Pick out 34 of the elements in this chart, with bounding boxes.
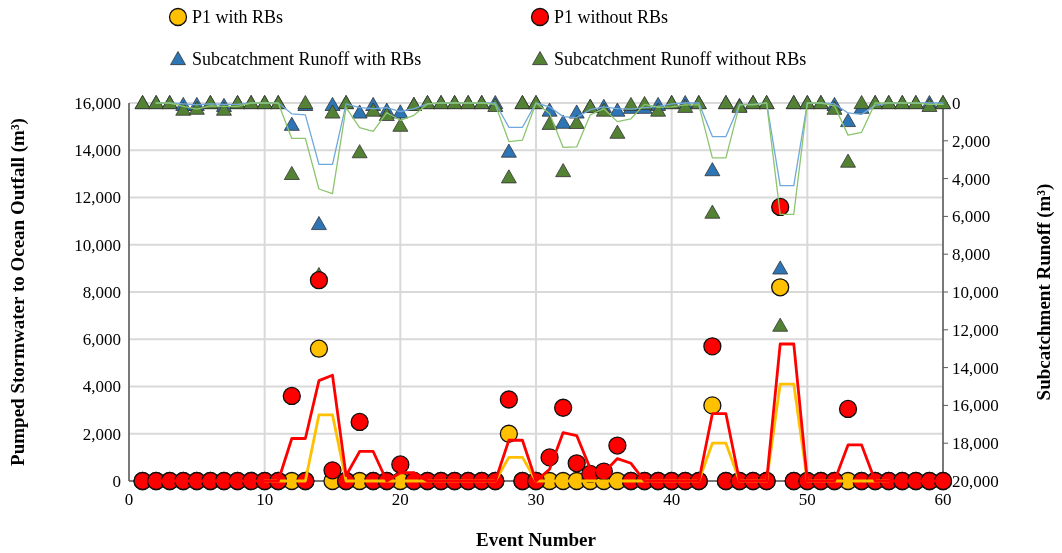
y2-tick-label: 6,000	[952, 207, 991, 227]
y2-tick-label: 2,000	[952, 131, 991, 151]
y-tick-label: 8,000	[82, 282, 121, 302]
legend-label: Subcatchment Runoff without RBs	[554, 49, 807, 70]
x-tick-label: 30	[527, 490, 545, 509]
x-axis-title: Event Number	[476, 529, 597, 550]
legend-label: Subcatchment Runoff with RBs	[192, 49, 422, 70]
legend-label: P1 without RBs	[554, 7, 669, 28]
y-tick-label: 6,000	[82, 330, 121, 350]
y2-tick-label: 4,000	[952, 169, 991, 189]
y2-tick-label: 14,000	[952, 358, 999, 378]
x-tick-label: 0	[124, 490, 134, 509]
y2-tick-label: 16,000	[952, 396, 999, 416]
y-tick-label: 2,000	[82, 424, 121, 444]
y-tick-label: 4,000	[82, 377, 121, 397]
y-tick-label: 0	[112, 471, 121, 491]
y2-tick-label: 12,000	[952, 320, 999, 340]
x-tick-label: 50	[798, 490, 816, 509]
y-axis-title: Pumped Stormwater to Ocean Outfall (m³)	[7, 118, 29, 466]
x-tick-label: 60	[934, 490, 952, 509]
y2-tick-label: 10,000	[952, 282, 999, 302]
y2-tick-label: 18,000	[952, 434, 999, 454]
y2-tick-label: 8,000	[952, 245, 991, 265]
legend-label: P1 with RBs	[192, 7, 284, 28]
y2-tick-label: 0	[952, 93, 961, 113]
y-tick-label: 16,000	[74, 93, 121, 113]
y-tick-label: 12,000	[74, 188, 121, 208]
x-tick-label: 20	[391, 490, 409, 509]
x-tick-label: 40	[663, 490, 681, 509]
x-tick-label: 10	[256, 490, 274, 509]
y-tick-label: 10,000	[74, 235, 121, 255]
y2-axis-title: Subcatchment Runoff (m³)	[1033, 183, 1055, 401]
y-tick-label: 14,000	[74, 141, 121, 161]
y2-tick-label: 20,000	[952, 471, 999, 491]
